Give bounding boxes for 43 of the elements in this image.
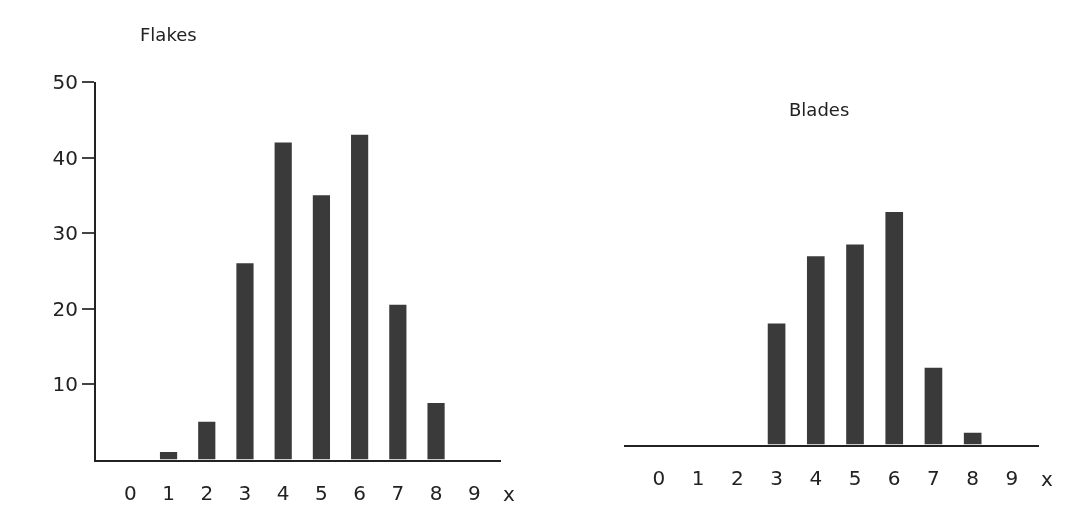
y-tick-label: 10 — [52, 372, 78, 396]
bar — [963, 432, 982, 445]
bar — [236, 263, 254, 460]
y-tick-label: 20 — [52, 296, 78, 321]
x-tick-label: 1 — [162, 480, 175, 505]
x-axis-title: x — [1041, 467, 1053, 491]
y-tick-label: 40 — [52, 145, 78, 170]
bar — [159, 451, 178, 460]
x-tick-label: 0 — [123, 480, 137, 505]
bar — [767, 323, 786, 445]
bar — [389, 304, 407, 460]
x-tick-label: 0 — [652, 465, 666, 490]
x-tick-label: 7 — [927, 465, 940, 490]
chart-title: Blades — [789, 99, 850, 120]
bar — [274, 142, 292, 460]
x-tick-label: 3 — [770, 465, 783, 490]
chart-title: Flakes — [140, 24, 197, 45]
bar — [427, 402, 445, 460]
x-tick-label: 9 — [1005, 465, 1019, 490]
x-tick-label: 5 — [848, 465, 862, 490]
x-tick-label: 8 — [429, 480, 443, 505]
x-tick-label: 2 — [200, 480, 214, 505]
bar — [924, 367, 943, 445]
bar — [885, 212, 904, 445]
x-tick-label: 6 — [887, 465, 901, 490]
bar — [806, 256, 825, 445]
x-axis-title: x — [503, 482, 515, 506]
x-tick-label: 9 — [467, 480, 481, 505]
x-tick-label: 8 — [966, 465, 980, 490]
y-tick-label: 50 — [52, 70, 78, 94]
x-tick-label: 6 — [353, 480, 366, 505]
y-tick-label: 30 — [52, 221, 78, 245]
x-tick-label: 5 — [315, 480, 328, 505]
bar — [198, 421, 216, 460]
bar — [351, 134, 369, 460]
x-tick-label: 2 — [730, 465, 744, 490]
x-tick-label: 4 — [276, 480, 290, 505]
x-tick-label: 1 — [691, 465, 705, 490]
bar — [846, 244, 864, 445]
x-tick-label: 4 — [809, 465, 823, 490]
bar — [312, 195, 331, 460]
x-tick-label: 3 — [238, 480, 252, 505]
x-tick-label: 7 — [391, 480, 405, 505]
